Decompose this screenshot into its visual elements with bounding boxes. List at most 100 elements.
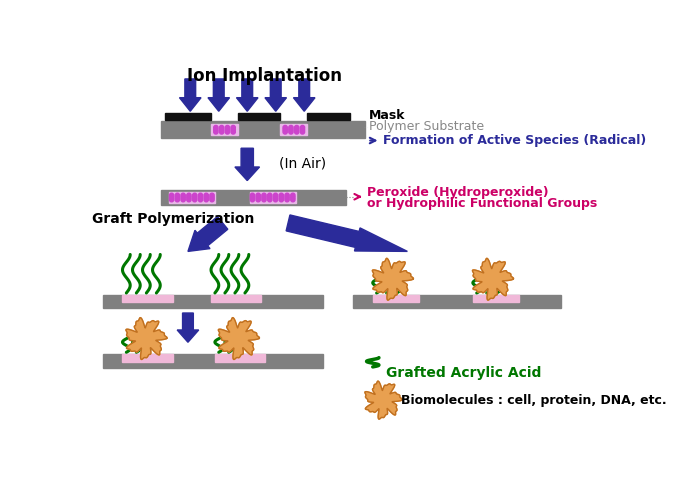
Bar — [103, 294, 322, 308]
Circle shape — [225, 130, 229, 134]
Text: Graft Polymerization: Graft Polymerization — [92, 212, 254, 226]
Text: or Hydrophilic Functional Groups: or Hydrophilic Functional Groups — [367, 197, 597, 210]
Bar — [169, 192, 215, 203]
Circle shape — [210, 196, 214, 200]
Circle shape — [220, 130, 224, 134]
Polygon shape — [286, 215, 407, 251]
Circle shape — [289, 125, 293, 130]
Text: Peroxide (Hydroperoxide): Peroxide (Hydroperoxide) — [367, 185, 549, 199]
Circle shape — [231, 128, 236, 132]
Polygon shape — [236, 79, 258, 111]
Circle shape — [250, 197, 255, 202]
Circle shape — [210, 197, 214, 202]
Bar — [123, 294, 172, 302]
Text: Ion Implantation: Ion Implantation — [187, 66, 342, 85]
Circle shape — [192, 196, 197, 200]
Polygon shape — [218, 318, 260, 359]
Circle shape — [283, 130, 287, 134]
Circle shape — [262, 197, 266, 202]
Circle shape — [204, 193, 208, 197]
Bar — [215, 354, 265, 361]
Circle shape — [192, 193, 197, 197]
Polygon shape — [473, 259, 513, 300]
Circle shape — [267, 197, 272, 202]
Bar — [211, 124, 238, 135]
Circle shape — [267, 193, 272, 197]
Text: Grafted Acrylic Acid: Grafted Acrylic Acid — [386, 366, 542, 380]
Bar — [161, 190, 346, 205]
Text: Polymer Substrate: Polymer Substrate — [369, 120, 484, 133]
Circle shape — [300, 128, 305, 132]
Circle shape — [225, 128, 229, 132]
Circle shape — [198, 193, 203, 197]
Bar — [123, 354, 172, 361]
Bar — [211, 294, 261, 302]
Circle shape — [267, 196, 272, 200]
Circle shape — [181, 196, 185, 200]
Circle shape — [300, 125, 305, 130]
Circle shape — [295, 130, 299, 134]
Circle shape — [187, 193, 191, 197]
Text: Biomolecules : cell, protein, DNA, etc.: Biomolecules : cell, protein, DNA, etc. — [401, 393, 667, 406]
Circle shape — [256, 196, 260, 200]
Text: Formation of Active Species (Radical): Formation of Active Species (Radical) — [383, 134, 646, 147]
Circle shape — [285, 196, 289, 200]
Circle shape — [175, 196, 180, 200]
Circle shape — [175, 197, 180, 202]
Circle shape — [300, 130, 305, 134]
Circle shape — [231, 125, 236, 130]
Polygon shape — [188, 217, 228, 251]
Circle shape — [262, 193, 266, 197]
Circle shape — [198, 196, 203, 200]
Circle shape — [204, 196, 208, 200]
Bar — [249, 192, 296, 203]
Circle shape — [256, 193, 260, 197]
Circle shape — [187, 196, 191, 200]
Circle shape — [289, 128, 293, 132]
Circle shape — [214, 130, 218, 134]
Bar — [373, 294, 419, 302]
Circle shape — [289, 130, 293, 134]
Bar — [307, 113, 349, 120]
Polygon shape — [177, 313, 198, 342]
Bar — [473, 294, 519, 302]
Circle shape — [285, 197, 289, 202]
Circle shape — [262, 196, 266, 200]
Circle shape — [210, 193, 214, 197]
Circle shape — [274, 196, 278, 200]
Circle shape — [279, 197, 283, 202]
Circle shape — [291, 197, 295, 202]
Polygon shape — [294, 79, 315, 111]
Circle shape — [295, 125, 299, 130]
Circle shape — [291, 196, 295, 200]
Polygon shape — [365, 381, 402, 419]
Circle shape — [274, 197, 278, 202]
Circle shape — [283, 128, 287, 132]
Circle shape — [220, 125, 224, 130]
Circle shape — [169, 197, 174, 202]
Bar — [103, 354, 322, 368]
Circle shape — [256, 197, 260, 202]
Circle shape — [285, 193, 289, 197]
Polygon shape — [179, 79, 201, 111]
Text: (In Air): (In Air) — [279, 157, 326, 171]
Circle shape — [175, 193, 180, 197]
Circle shape — [214, 125, 218, 130]
Circle shape — [291, 193, 295, 197]
Text: Mask: Mask — [369, 109, 405, 122]
Circle shape — [169, 196, 174, 200]
Circle shape — [283, 125, 287, 130]
Circle shape — [192, 197, 197, 202]
Circle shape — [181, 193, 185, 197]
Circle shape — [187, 197, 191, 202]
Circle shape — [274, 193, 278, 197]
Circle shape — [225, 125, 229, 130]
Polygon shape — [372, 259, 413, 300]
Bar — [161, 121, 365, 138]
Circle shape — [181, 197, 185, 202]
Polygon shape — [126, 318, 167, 359]
Circle shape — [279, 196, 283, 200]
Bar — [238, 113, 280, 120]
Circle shape — [250, 193, 255, 197]
Bar — [280, 124, 307, 135]
